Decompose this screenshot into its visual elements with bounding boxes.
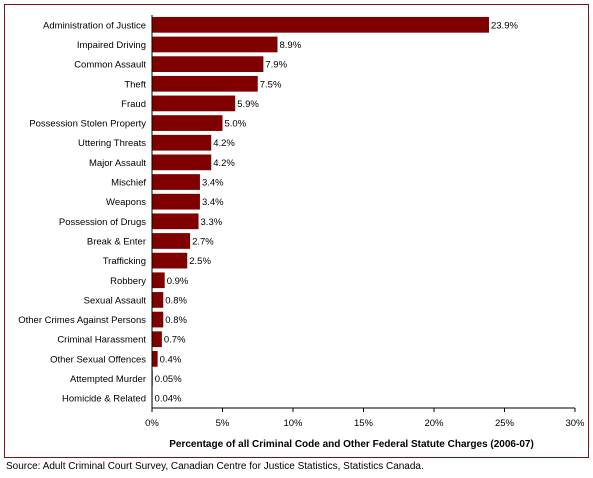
chart-frame: Administration of Justice 23.9% Impaired D… (4, 4, 589, 458)
value-label-6: 5.0% (225, 119, 247, 130)
category-label-11: Possession of Drugs (59, 217, 146, 228)
category-label-16: Other Crimes Against Persons (18, 315, 146, 326)
value-label-9: 3.4% (202, 178, 224, 189)
category-label-20: Homicide & Related (62, 394, 146, 405)
category-label-6: Possession Stolen Property (29, 119, 146, 130)
category-label-4: Theft (124, 79, 146, 90)
category-label-3: Common Assault (74, 60, 146, 71)
category-label-1: Administration of Justice (43, 20, 146, 31)
bar-16 (152, 311, 164, 328)
value-label-3: 7.9% (265, 60, 287, 71)
category-label-2: Impaired Driving (77, 40, 146, 51)
value-label-11: 3.3% (201, 217, 223, 228)
value-label-13: 2.5% (189, 256, 211, 267)
category-label-13: Trafficking (103, 256, 146, 267)
value-label-1: 23.9% (491, 20, 518, 31)
x-tick-label-5: 20% (424, 418, 444, 429)
value-label-18: 0.4% (160, 354, 182, 365)
category-label-14: Robbery (110, 276, 146, 287)
bar-11 (152, 213, 199, 230)
x-tick-label-3: 10% (283, 418, 303, 429)
value-label-16: 0.8% (165, 315, 187, 326)
x-tick-label-4: 15% (354, 418, 374, 429)
bar-7 (152, 134, 212, 151)
bar-chart: Administration of Justice 23.9% Impaired D… (18, 15, 585, 450)
value-label-14: 0.9% (167, 276, 189, 287)
x-tick-label-6: 25% (495, 418, 515, 429)
bar-4 (152, 75, 258, 92)
bar-10 (152, 193, 200, 210)
bars-layer (152, 16, 489, 407)
bar-8 (152, 154, 212, 171)
value-label-4: 7.5% (260, 79, 282, 90)
bar-14 (152, 272, 165, 289)
value-label-8: 4.2% (213, 158, 235, 169)
category-label-12: Break & Enter (87, 236, 146, 247)
value-label-20: 0.04% (155, 394, 182, 405)
value-label-7: 4.2% (213, 138, 235, 149)
value-label-17: 0.7% (164, 335, 186, 346)
value-label-12: 2.7% (192, 236, 214, 247)
bar-15 (152, 292, 164, 308)
value-label-19: 0.05% (155, 374, 182, 385)
category-label-15: Sexual Assault (84, 295, 147, 306)
x-tick-label-7: 30% (565, 418, 585, 429)
category-label-7: Uttering Threats (78, 138, 146, 149)
bar-2 (152, 36, 278, 53)
bar-18 (152, 351, 158, 367)
bar-12 (152, 233, 191, 249)
category-label-5: Fraud (121, 99, 146, 110)
value-label-10: 3.4% (202, 197, 224, 208)
bar-17 (152, 331, 162, 348)
category-label-18: Other Sexual Offences (50, 354, 146, 365)
bar-5 (152, 95, 236, 112)
value-label-15: 0.8% (165, 295, 187, 306)
value-label-5: 5.9% (237, 99, 259, 110)
bar-3 (152, 56, 264, 72)
category-label-8: Major Assault (89, 158, 146, 169)
bar-6 (152, 115, 223, 131)
category-label-19: Attempted Murder (70, 374, 146, 385)
x-axis-title: Percentage of all Criminal Code and Othe… (169, 439, 534, 450)
source-note: Source: Adult Criminal Court Survey, Can… (6, 461, 424, 472)
category-label-17: Criminal Harassment (57, 335, 146, 346)
category-label-10: Weapons (106, 197, 146, 208)
bar-9 (152, 174, 200, 190)
value-label-2: 8.9% (279, 40, 301, 51)
x-tick-label-2: 5% (216, 418, 230, 429)
x-tick-label-1: 0% (145, 418, 159, 429)
bar-1 (152, 16, 489, 33)
bar-13 (152, 252, 188, 269)
category-label-9: Mischief (111, 178, 146, 189)
axes-layer: Administration of Justice 23.9% Impaired D… (18, 15, 585, 429)
